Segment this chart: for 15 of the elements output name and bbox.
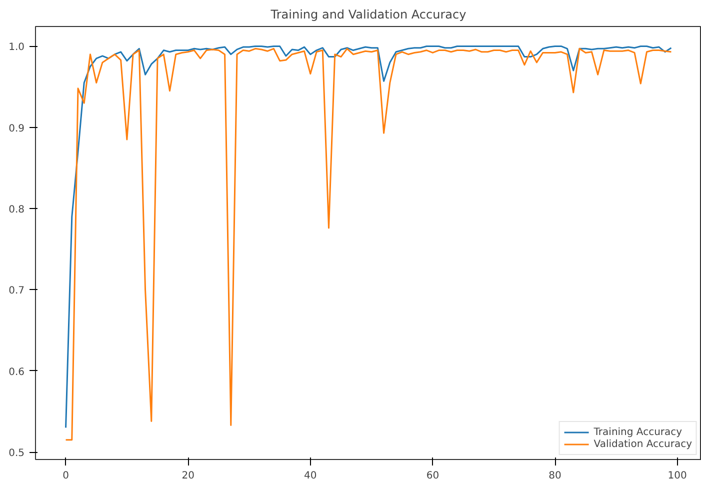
y-tick-label: 0.9 [8, 123, 25, 134]
y-tick-label: 0.5 [8, 448, 25, 460]
chart-title: Training and Validation Accuracy [270, 8, 466, 22]
x-tick-label: 80 [548, 470, 562, 481]
legend-label: Validation Accuracy [594, 438, 692, 450]
x-tick-label: 40 [304, 470, 317, 481]
legend-label: Training Accuracy [594, 426, 682, 438]
x-tick-label: 60 [426, 470, 440, 481]
x-tick-label: 0 [62, 470, 69, 481]
y-tick-label: 1.0 [8, 42, 25, 54]
y-tick-label: 0.6 [8, 366, 25, 378]
x-tick-label: 20 [182, 470, 194, 481]
y-tick-label: 0.8 [8, 204, 25, 216]
y-tick-label: 0.7 [8, 286, 25, 297]
x-tick-label: 100 [668, 470, 687, 481]
